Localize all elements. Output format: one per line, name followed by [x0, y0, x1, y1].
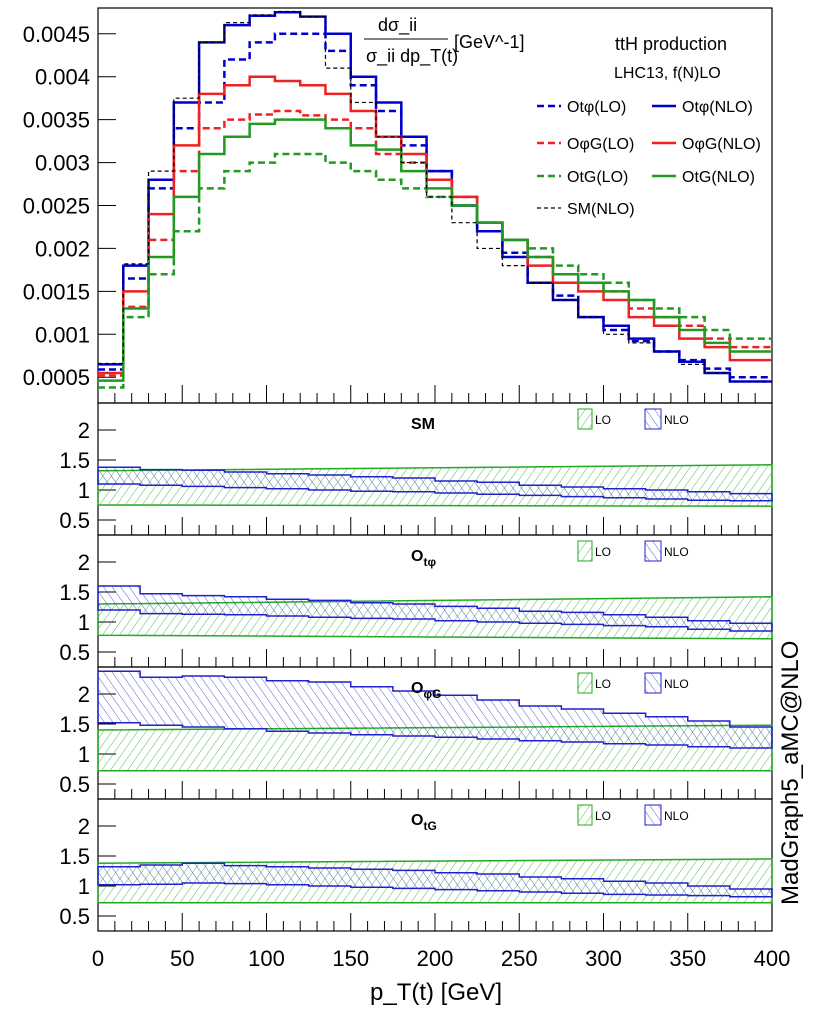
main-series [98, 10, 772, 389]
ratio-panel: 0.5 1 1.5 2 OtG LO NLO [59, 798, 773, 932]
nlo-legend-swatch [644, 672, 662, 694]
ratio-y-tick-label: 2 [78, 418, 90, 443]
ylabel-denominator: σ_ii dp_T(t) [366, 46, 458, 67]
ylabel-numerator: dσ_ii [378, 15, 417, 36]
ratio-y-tick-label: 1.5 [59, 712, 90, 737]
x-axis-title: p_T(t) [GeV] [370, 979, 502, 1006]
series-line [98, 10, 772, 383]
x-tick-labels: 0 50 100 150 200 250 300 350 400 [92, 946, 790, 971]
nlo-legend-label: NLO [664, 545, 689, 559]
ratio-panel-label: Otφ [411, 548, 436, 569]
nlo-legend-swatch [644, 408, 662, 430]
x-tick-label: 250 [501, 946, 538, 971]
legend-label: Otφ(NLO) [682, 99, 753, 116]
ratio-y-tick-label: 0.5 [59, 640, 90, 665]
ratio-panel-label: SM [411, 416, 435, 433]
legend-label: SM(NLO) [567, 201, 635, 218]
nlo-legend-swatch [644, 540, 662, 562]
ylabel-unit: [GeV^-1] [454, 32, 524, 52]
nlo-band [97, 862, 773, 898]
y-tick-label: 0.002 [35, 236, 90, 261]
lo-legend-swatch [577, 540, 593, 562]
x-tick-label: 200 [417, 946, 454, 971]
ratio-y-tick-label: 2 [78, 550, 90, 575]
series-line [98, 118, 772, 382]
lo-legend-label: LO [595, 809, 611, 823]
ratio-panel-label: OtG [411, 812, 437, 833]
lo-legend-label: LO [595, 545, 611, 559]
main-legend: Otφ(LO) Otφ(NLO) OφG(LO) OφG(NLO) OtG(LO) OtG… [537, 99, 761, 218]
chart-title: ttH production [615, 34, 727, 54]
series-line [98, 75, 772, 375]
y-tick-label: 0.001 [35, 322, 90, 347]
ratio-y-tick-label: 1 [78, 478, 90, 503]
legend-label: OtG(NLO) [682, 169, 755, 186]
ratio-y-tick-label: 1 [78, 742, 90, 767]
y-tick-label: 0.003 [35, 151, 90, 176]
x-tick-label: 50 [170, 946, 194, 971]
nlo-legend-swatch [644, 804, 662, 826]
lo-legend-swatch [577, 804, 593, 826]
series-line [98, 109, 772, 377]
x-tick-label: 0 [92, 946, 104, 971]
chart-subtitle: LHC13, f(N)LO [614, 65, 721, 82]
legend-label: Otφ(LO) [567, 99, 626, 116]
ratio-y-tick-label: 0.5 [59, 772, 90, 797]
ratio-panel: 0.5 1 1.5 2 Otφ LO NLO [59, 534, 773, 668]
series-line [98, 32, 772, 379]
ratio-y-tick-label: 0.5 [59, 904, 90, 929]
y-tick-label: 0.0015 [23, 279, 90, 304]
nlo-legend-label: NLO [664, 677, 689, 691]
y-tick-label: 0.0045 [23, 22, 90, 47]
ratio-y-tick-label: 1.5 [59, 844, 90, 869]
nlo-legend-label: NLO [664, 809, 689, 823]
main-axes: 0.0005 0.001 0.0015 0.002 0.0025 0.003 0.0035 0… [23, 22, 773, 403]
y-tick-label: 0.0035 [23, 108, 90, 133]
ratio-y-tick-label: 2 [78, 682, 90, 707]
watermark: MadGraph5_aMC@NLO [777, 641, 804, 905]
legend-label: OφG(LO) [567, 136, 634, 153]
legend-label: OφG(NLO) [682, 136, 761, 153]
nlo-legend-label: NLO [664, 413, 689, 427]
x-tick-label: 100 [248, 946, 285, 971]
ratio-y-tick-label: 0.5 [59, 508, 90, 533]
x-tick-label: 150 [332, 946, 369, 971]
nlo-band [97, 466, 773, 502]
ratio-y-tick-label: 1 [78, 610, 90, 635]
x-tick-label: 300 [585, 946, 622, 971]
x-tick-label: 350 [669, 946, 706, 971]
ratio-y-tick-label: 1.5 [59, 580, 90, 605]
ratio-y-tick-label: 1 [78, 874, 90, 899]
nlo-band [97, 670, 773, 749]
ratio-y-tick-label: 2 [78, 814, 90, 839]
ratio-panels: 0.5 1 1.5 2 SM LO NLO 0.5 1 1.5 2 Otφ LO NLO 0.5 1 1.5 2 O… [59, 402, 773, 932]
ratio-y-tick-label: 1.5 [59, 448, 90, 473]
x-tick-label: 400 [754, 946, 791, 971]
legend-label: OtG(LO) [567, 169, 628, 186]
lo-legend-label: LO [595, 413, 611, 427]
y-tick-label: 0.004 [35, 65, 90, 90]
lo-legend-swatch [577, 408, 593, 430]
nlo-band [97, 585, 773, 632]
y-tick-label: 0.0005 [23, 365, 90, 390]
lo-legend-label: LO [595, 677, 611, 691]
lo-legend-swatch [577, 672, 593, 694]
y-tick-label: 0.0025 [23, 194, 90, 219]
ratio-panel: 0.5 1 1.5 2 SM LO NLO [59, 402, 773, 536]
